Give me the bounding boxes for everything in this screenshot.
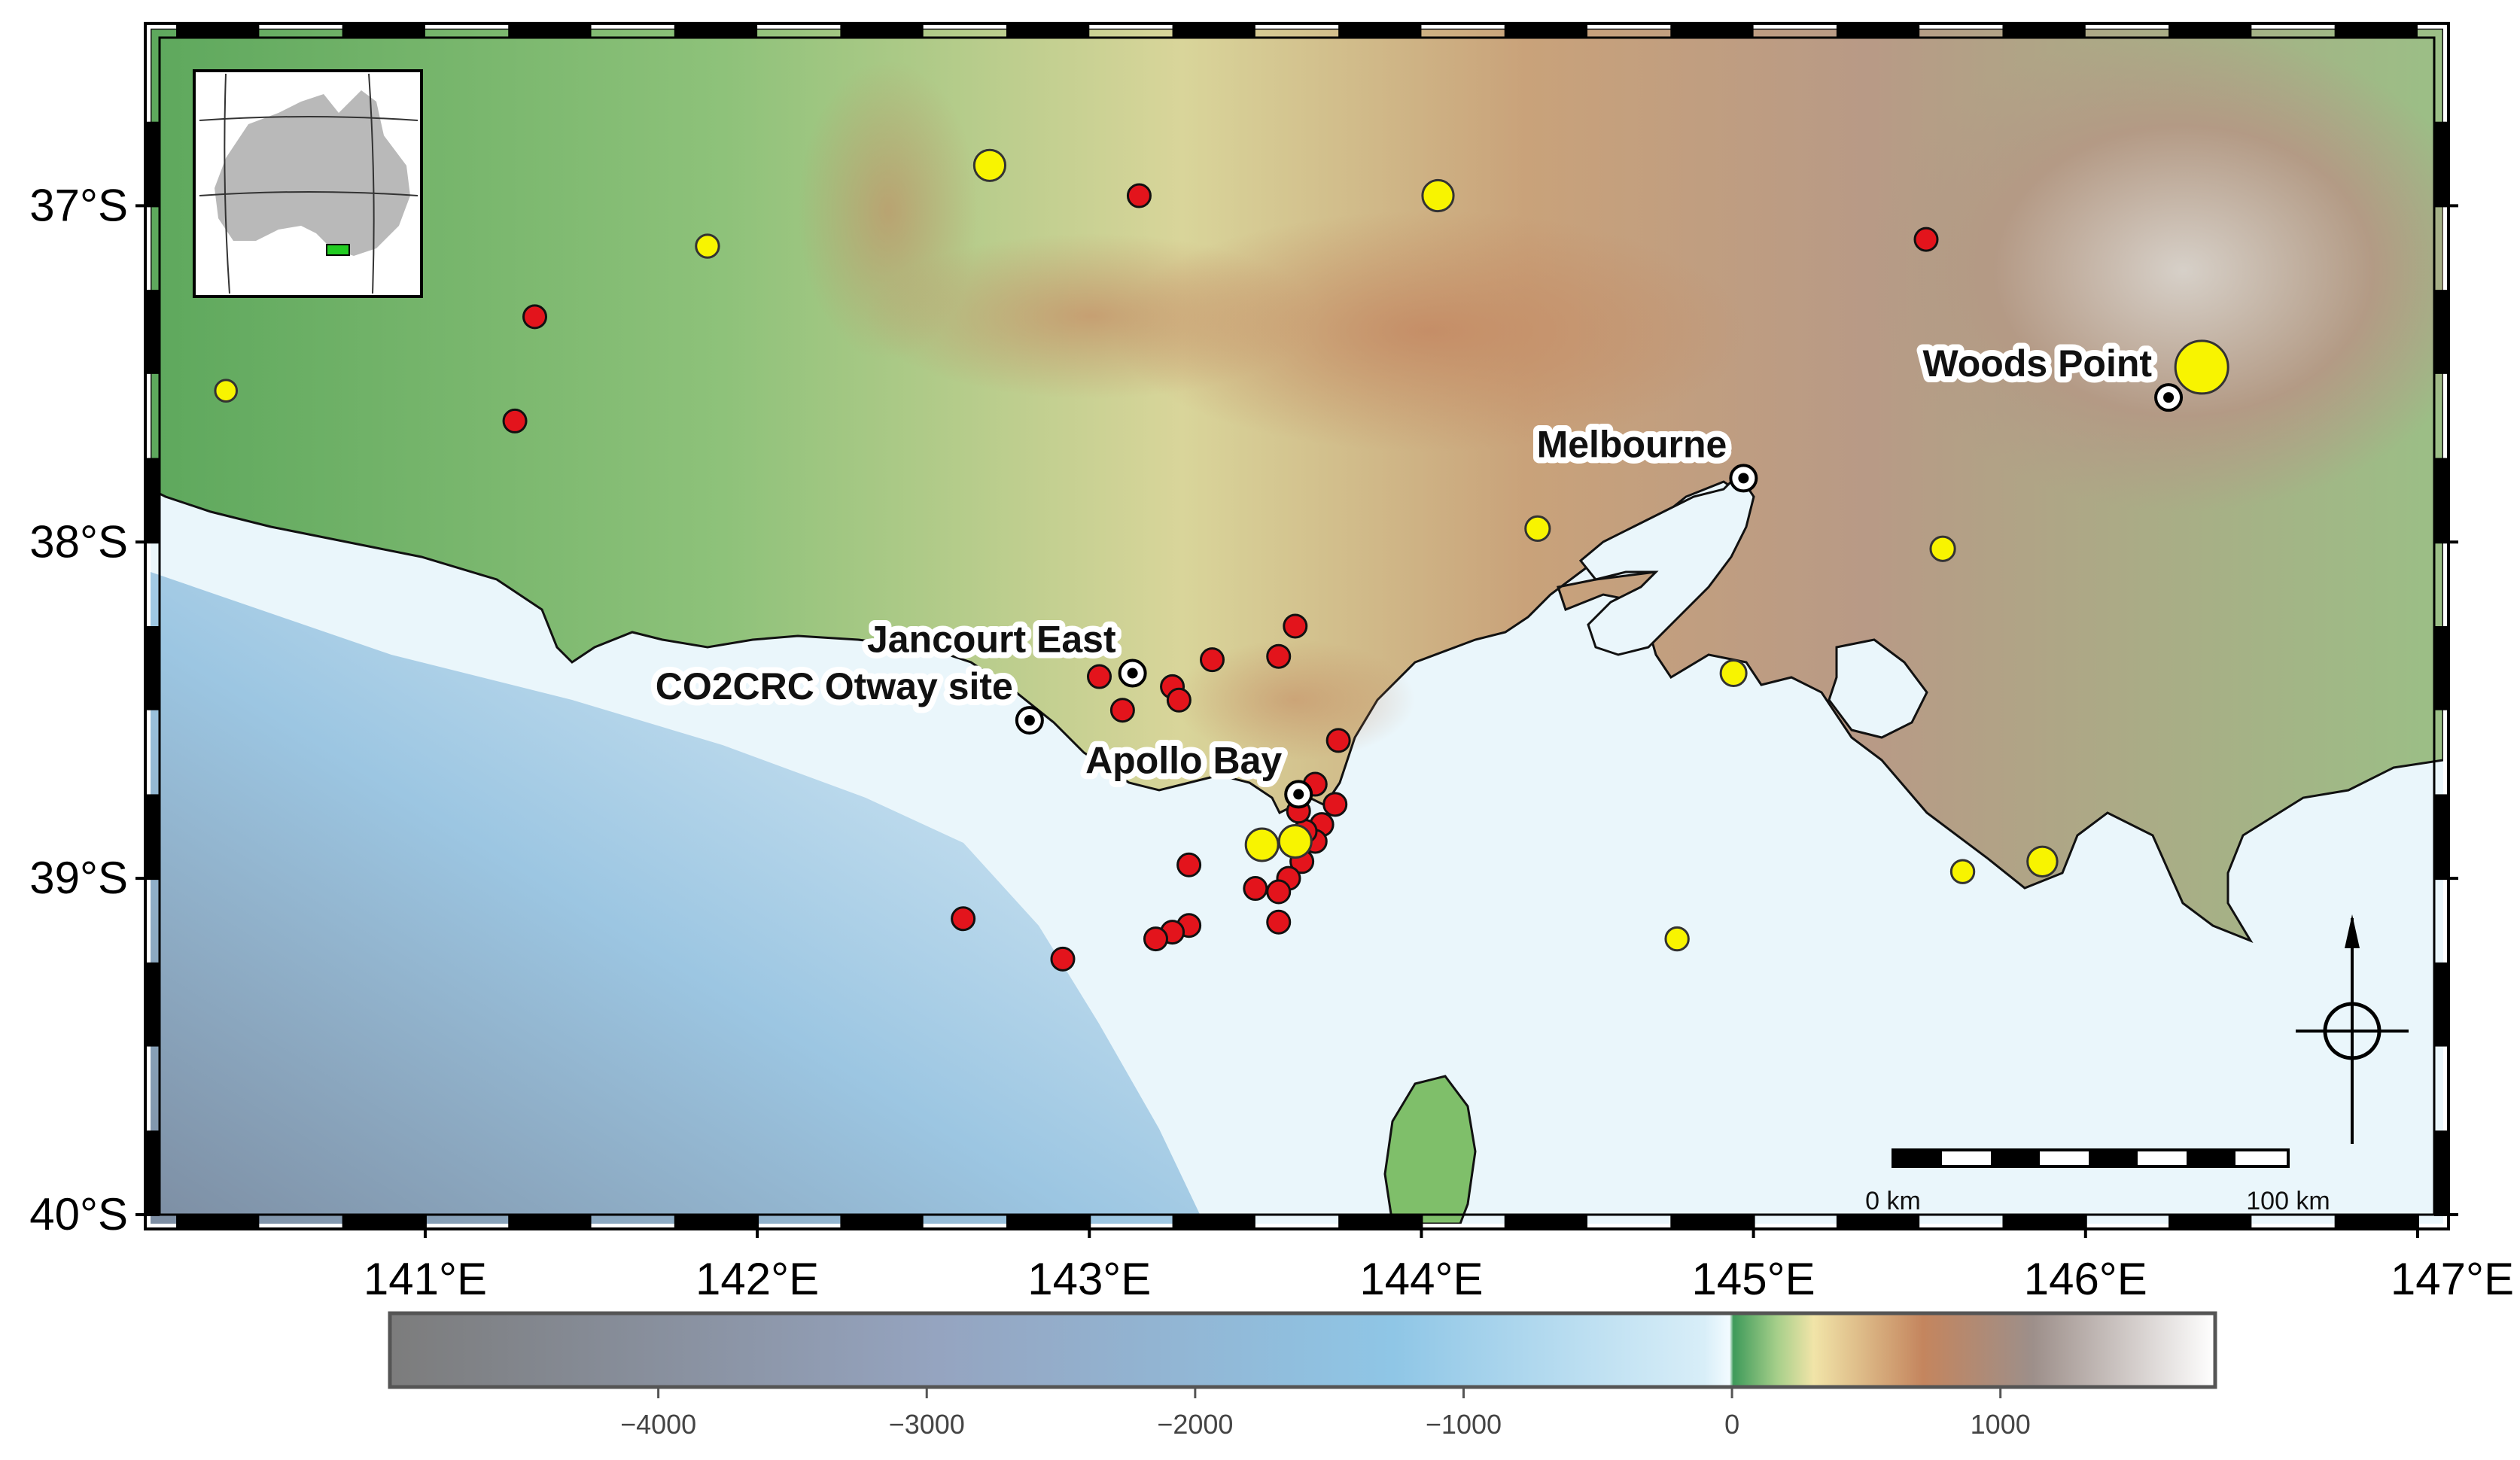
study-area-box (326, 244, 350, 256)
colorbar-tick-label: 0 (1724, 1409, 1739, 1440)
scale-bar-end: 100 km (2246, 1187, 2330, 1215)
red-event-marker (502, 408, 528, 433)
yellow-event-marker (1421, 178, 1455, 213)
red-event-marker (1243, 876, 1268, 902)
map-terrain (151, 29, 2443, 1224)
inset-map (193, 69, 423, 298)
red-event-marker (1325, 728, 1351, 753)
yellow-event-marker (1664, 926, 1690, 952)
colorbar: −4000 −3000 −2000 −1000 0 1000 (388, 1311, 2217, 1440)
scale-bar-start: 0 km (1865, 1187, 1921, 1215)
yellow-event-marker (1719, 659, 1748, 688)
lon-label: 143°E (1027, 1254, 1151, 1304)
red-event-marker (1283, 613, 1308, 639)
yellow-event-marker (1277, 823, 1313, 859)
red-event-marker (1176, 852, 1202, 878)
yellow-event-marker (1949, 859, 1976, 884)
place-marker-dot (1738, 473, 1749, 484)
red-event-marker (522, 304, 548, 330)
scale-bar: 0 km 100 km (1865, 1148, 2330, 1215)
red-event-marker (951, 906, 976, 932)
red-event-marker (1087, 664, 1112, 689)
place-marker-dot (1127, 668, 1138, 679)
yellow-event-marker (972, 148, 1007, 182)
compass-rose (2296, 914, 2409, 1144)
lat-label: 39°S (29, 853, 128, 903)
lat-label: 38°S (29, 516, 128, 567)
lon-label: 145°E (1692, 1254, 1815, 1304)
lon-label: 147°E (2391, 1254, 2514, 1304)
western-port (1828, 638, 1928, 739)
colorbar-tick-label: −3000 (889, 1409, 965, 1440)
yellow-event-marker (2026, 845, 2059, 878)
red-event-marker (1143, 926, 1169, 952)
lat-label: 40°S (29, 1189, 128, 1239)
red-event-marker (1266, 643, 1292, 669)
map-frame (144, 22, 2450, 1230)
red-event-marker (1266, 879, 1292, 905)
place-label: CO2CRC Otway site (656, 665, 1013, 707)
red-event-marker (1109, 698, 1135, 723)
colorbar-tick-label: 1000 (1971, 1409, 2031, 1440)
place-marker-dot (1024, 715, 1035, 726)
yellow-event-marker (1929, 535, 1956, 562)
red-event-marker (1200, 647, 1225, 673)
colorbar-tick-label: −4000 (620, 1409, 696, 1440)
places: Woods Point Melbourne Jancourt EastCO2CRC … (650, 336, 2184, 809)
red-event-marker (1266, 909, 1292, 935)
red-event-marker (1166, 687, 1192, 713)
place-label: Melbourne (1537, 423, 1727, 465)
place-label: Apollo Bay (1085, 739, 1282, 781)
inset-graticule (199, 73, 418, 294)
colorbar-tick-label: −1000 (1426, 1409, 1502, 1440)
grampians (798, 60, 978, 361)
continental-slope (151, 572, 1204, 1224)
yellow-event-marker (1524, 515, 1551, 543)
lon-label: 142°E (695, 1254, 819, 1304)
earthquake-events (214, 148, 2229, 972)
place-marker-dot (1293, 789, 1304, 800)
red-event-marker (1126, 183, 1152, 208)
otway-ranges (1174, 640, 1415, 760)
red-event-marker (1913, 227, 1939, 252)
port-phillip-bay (1578, 472, 1755, 656)
colorbar-tick-label: −2000 (1157, 1409, 1233, 1440)
place-label: Jancourt East (867, 619, 1116, 661)
yellow-event-marker (2174, 339, 2229, 395)
place-label: Woods Point (1922, 342, 2152, 385)
axis-labels: 37°S 38°S 39°S 40°S 141°E 142°E 143°E 144°E 145°… (29, 180, 2514, 1304)
lon-label: 146°E (2024, 1254, 2147, 1304)
lon-label: 141°E (364, 1254, 487, 1304)
north-arrow-icon (2345, 914, 2360, 948)
place-marker-dot (2163, 392, 2175, 403)
red-event-marker (1050, 946, 1076, 972)
yellow-event-marker (695, 233, 720, 259)
australia-outline (215, 90, 410, 256)
red-event-marker (1322, 792, 1348, 817)
yellow-event-marker (214, 379, 239, 403)
lon-label: 144°E (1359, 1254, 1483, 1304)
yellow-event-marker (1244, 827, 1280, 862)
highlands-west (866, 233, 1317, 399)
lat-label: 37°S (29, 180, 128, 230)
victorian-alps (1867, 30, 2443, 512)
